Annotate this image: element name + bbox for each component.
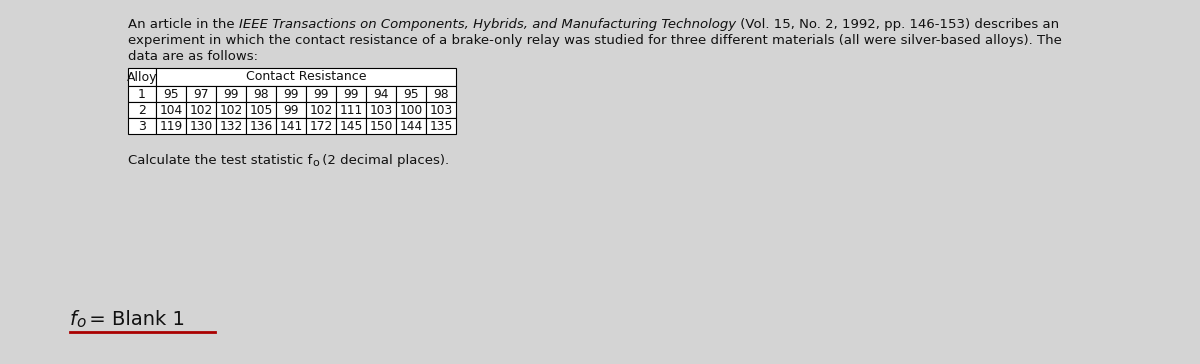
Bar <box>216 86 246 102</box>
Text: 99: 99 <box>223 87 239 100</box>
Text: data are as follows:: data are as follows: <box>128 50 258 63</box>
Text: 99: 99 <box>313 87 329 100</box>
Bar <box>306 86 336 102</box>
Bar <box>156 86 186 102</box>
Text: 100: 100 <box>400 103 422 116</box>
Text: 111: 111 <box>340 103 362 116</box>
Bar <box>306 102 336 118</box>
Text: 104: 104 <box>160 103 182 116</box>
Bar <box>336 102 366 118</box>
Text: 119: 119 <box>160 119 182 132</box>
Bar <box>396 102 426 118</box>
Bar <box>246 86 276 102</box>
Text: 1: 1 <box>138 87 146 100</box>
Bar <box>216 118 246 134</box>
Bar <box>156 102 186 118</box>
Bar <box>186 118 216 134</box>
Bar <box>186 102 216 118</box>
Bar <box>128 118 156 134</box>
Text: 102: 102 <box>310 103 332 116</box>
Bar <box>396 86 426 102</box>
Text: 103: 103 <box>430 103 452 116</box>
Text: 130: 130 <box>190 119 212 132</box>
Text: = Blank 1: = Blank 1 <box>83 310 185 329</box>
Text: 144: 144 <box>400 119 422 132</box>
Text: 97: 97 <box>193 87 209 100</box>
Bar <box>246 118 276 134</box>
Bar <box>276 118 306 134</box>
Text: 3: 3 <box>138 119 146 132</box>
Text: 94: 94 <box>373 87 389 100</box>
Text: 132: 132 <box>220 119 242 132</box>
Text: (2 decimal places).: (2 decimal places). <box>318 154 450 167</box>
Bar <box>276 102 306 118</box>
Bar <box>246 102 276 118</box>
Text: 145: 145 <box>340 119 362 132</box>
Bar <box>426 118 456 134</box>
Text: 98: 98 <box>433 87 449 100</box>
Text: 99: 99 <box>283 87 299 100</box>
Text: 99: 99 <box>343 87 359 100</box>
Bar <box>336 86 366 102</box>
Text: 99: 99 <box>283 103 299 116</box>
Bar <box>366 118 396 134</box>
Bar <box>216 102 246 118</box>
Text: IEEE Transactions on Components, Hybrids, and Manufacturing Technology: IEEE Transactions on Components, Hybrids… <box>239 18 736 31</box>
Bar <box>276 86 306 102</box>
Text: 98: 98 <box>253 87 269 100</box>
Text: 141: 141 <box>280 119 302 132</box>
Bar <box>156 118 186 134</box>
Bar <box>128 86 156 102</box>
Text: 102: 102 <box>190 103 212 116</box>
Text: Calculate the test statistic f: Calculate the test statistic f <box>128 154 312 167</box>
Bar <box>128 68 156 86</box>
Text: Contact Resistance: Contact Resistance <box>246 71 366 83</box>
Text: 95: 95 <box>403 87 419 100</box>
Bar <box>366 102 396 118</box>
Text: (Vol. 15, No. 2, 1992, pp. 146-153) describes an: (Vol. 15, No. 2, 1992, pp. 146-153) desc… <box>736 18 1060 31</box>
Bar <box>366 86 396 102</box>
Text: 105: 105 <box>250 103 272 116</box>
Bar <box>186 86 216 102</box>
Text: o: o <box>76 315 85 330</box>
Bar <box>426 102 456 118</box>
Bar <box>426 86 456 102</box>
Text: An article in the: An article in the <box>128 18 239 31</box>
Text: 172: 172 <box>310 119 332 132</box>
Text: 2: 2 <box>138 103 146 116</box>
Bar <box>156 68 456 86</box>
Bar <box>396 118 426 134</box>
Text: experiment in which the contact resistance of a brake-only relay was studied for: experiment in which the contact resistan… <box>128 34 1062 47</box>
Text: 150: 150 <box>370 119 392 132</box>
Bar <box>306 118 336 134</box>
Text: o: o <box>312 158 319 168</box>
Text: Alloy: Alloy <box>127 71 157 83</box>
Text: 136: 136 <box>250 119 272 132</box>
Bar <box>128 102 156 118</box>
Text: 95: 95 <box>163 87 179 100</box>
Bar <box>336 118 366 134</box>
Text: f: f <box>70 310 77 329</box>
Text: 102: 102 <box>220 103 242 116</box>
Text: 135: 135 <box>430 119 452 132</box>
Text: 103: 103 <box>370 103 392 116</box>
